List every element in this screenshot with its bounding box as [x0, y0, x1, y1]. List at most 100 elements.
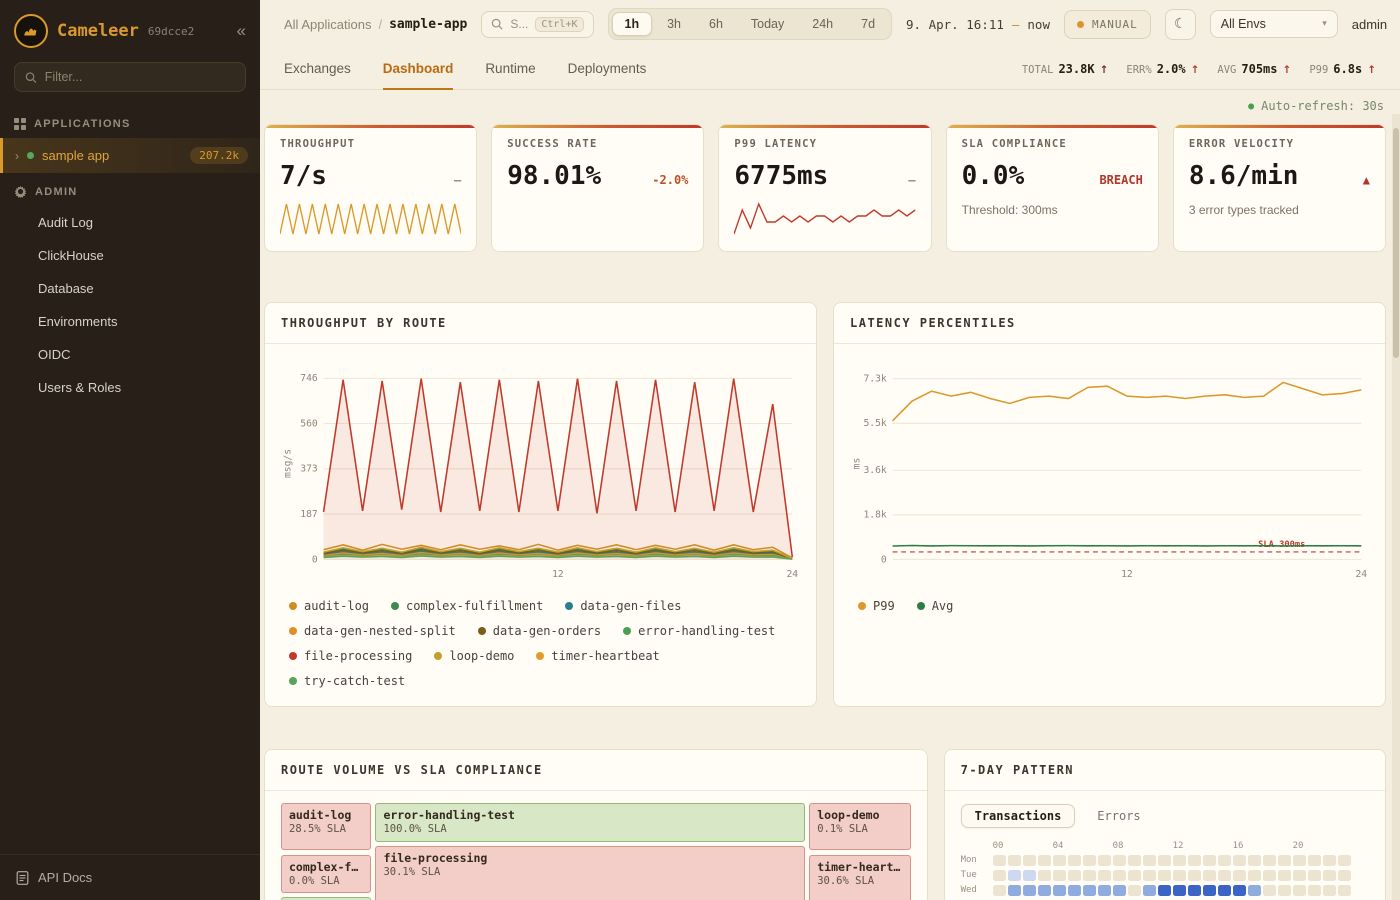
heatmap-cell[interactable] — [1142, 884, 1156, 896]
tab-runtime[interactable]: Runtime — [485, 60, 536, 76]
heatmap-cell[interactable] — [992, 884, 1006, 896]
heatmap-cell[interactable] — [1007, 884, 1021, 896]
legend-item-avg[interactable]: Avg — [916, 599, 953, 613]
treemap-tile-audit-log[interactable]: audit-log 28.5% SLA — [281, 802, 372, 851]
heatmap-cell[interactable] — [1277, 869, 1291, 881]
heatmap-tab-errors[interactable]: Errors — [1097, 808, 1141, 823]
heatmap-cell[interactable] — [1277, 884, 1291, 896]
heatmap-cell[interactable] — [1247, 854, 1261, 866]
heatmap-cell[interactable] — [1037, 884, 1051, 896]
heatmap-cell[interactable] — [1232, 869, 1246, 881]
heatmap-cell[interactable] — [1292, 854, 1306, 866]
sidebar-item-oidc[interactable]: OIDC — [38, 347, 71, 362]
heatmap-cell[interactable] — [992, 854, 1006, 866]
sidebar-collapse-button[interactable]: « — [236, 21, 246, 40]
heatmap-cell[interactable] — [1037, 869, 1051, 881]
breadcrumb-all-applications[interactable]: All Applications — [284, 16, 372, 32]
time-range-7d[interactable]: 7d — [848, 12, 888, 36]
user-menu[interactable]: admin — [1351, 16, 1388, 32]
heatmap-cell[interactable] — [1217, 869, 1231, 881]
heatmap-cell[interactable] — [1307, 884, 1321, 896]
heatmap-cell[interactable] — [1202, 884, 1216, 896]
heatmap-cell[interactable] — [1322, 884, 1336, 896]
heatmap-cell[interactable] — [1112, 869, 1126, 881]
heatmap-cell[interactable] — [1142, 869, 1156, 881]
heatmap-cell[interactable] — [1337, 884, 1351, 896]
heatmap-cell[interactable] — [1337, 869, 1351, 881]
heatmap-cell[interactable] — [1052, 884, 1066, 896]
heatmap-cell[interactable] — [1127, 854, 1141, 866]
legend-item-data-gen-files[interactable]: data-gen-files — [565, 599, 681, 613]
treemap-tile-error-handling-test[interactable]: error-handling-test 100.0% SLA — [375, 802, 805, 843]
heatmap-cell[interactable] — [1007, 854, 1021, 866]
heatmap-cell[interactable] — [1097, 854, 1111, 866]
tab-deployments[interactable]: Deployments — [567, 60, 647, 76]
heatmap-cell[interactable] — [1127, 884, 1141, 896]
heatmap-cell[interactable] — [1232, 854, 1246, 866]
heatmap-cell[interactable] — [1172, 869, 1186, 881]
heatmap-cell[interactable] — [1157, 854, 1171, 866]
heatmap-cell[interactable] — [1037, 854, 1051, 866]
treemap-tile-file-processing[interactable]: file-processing 30.1% SLA — [375, 846, 805, 900]
heatmap-cell[interactable] — [1082, 884, 1096, 896]
sidebar-filter[interactable] — [14, 62, 246, 92]
scrollbar-thumb[interactable] — [1393, 128, 1399, 358]
treemap-tile-timer-heartbeat[interactable]: timer-heartbeat30.6% SLA — [809, 854, 911, 900]
heatmap-cell[interactable] — [1172, 854, 1186, 866]
sidebar-item-users-roles[interactable]: Users & Roles — [38, 380, 122, 395]
heatmap-cell[interactable] — [1232, 884, 1246, 896]
heatmap-cell[interactable] — [1337, 854, 1351, 866]
heatmap-cell[interactable] — [1022, 854, 1036, 866]
treemap-tile-data-gen-files[interactable]: data-gen-files100.0% SLA — [281, 896, 372, 900]
legend-item-p99[interactable]: P99 — [858, 599, 895, 613]
legend-item-audit-log[interactable]: audit-log — [289, 599, 369, 613]
heatmap-cell[interactable] — [1052, 869, 1066, 881]
heatmap-cell[interactable] — [1187, 869, 1201, 881]
heatmap-cell[interactable] — [1082, 854, 1096, 866]
heatmap-cell[interactable] — [1127, 869, 1141, 881]
time-range-today[interactable]: Today — [738, 12, 797, 36]
legend-item-data-gen-nested-split[interactable]: data-gen-nested-split — [289, 624, 456, 638]
heatmap-cell[interactable] — [1082, 869, 1096, 881]
heatmap-cell[interactable] — [1097, 884, 1111, 896]
sidebar-item-audit-log[interactable]: Audit Log — [38, 215, 93, 230]
heatmap-cell[interactable] — [992, 869, 1006, 881]
heatmap-cell[interactable] — [1022, 869, 1036, 881]
vertical-scrollbar[interactable] — [1392, 114, 1400, 900]
api-docs-link[interactable]: API Docs — [0, 854, 260, 900]
heatmap-cell[interactable] — [1307, 869, 1321, 881]
heatmap-cell[interactable] — [1097, 869, 1111, 881]
heatmap-cell[interactable] — [1292, 884, 1306, 896]
heatmap-cell[interactable] — [1292, 869, 1306, 881]
heatmap-cell[interactable] — [1157, 869, 1171, 881]
sidebar-item-database[interactable]: Database — [38, 281, 94, 296]
sidebar-item-environments[interactable]: Environments — [38, 314, 118, 329]
time-range-3h[interactable]: 3h — [654, 12, 694, 36]
environment-selector[interactable]: All Envs ▾ — [1209, 10, 1338, 38]
legend-item-try-catch-test[interactable]: try-catch-test — [289, 674, 405, 688]
heatmap-cell[interactable] — [1247, 869, 1261, 881]
heatmap-cell[interactable] — [1262, 869, 1276, 881]
heatmap-cell[interactable] — [1247, 884, 1261, 896]
legend-item-file-processing[interactable]: file-processing — [289, 649, 412, 663]
heatmap-cell[interactable] — [1172, 884, 1186, 896]
heatmap-cell[interactable] — [1187, 854, 1201, 866]
dark-mode-toggle[interactable]: ☾ — [1164, 8, 1196, 40]
heatmap-cell[interactable] — [1112, 854, 1126, 866]
heatmap-cell[interactable] — [1007, 869, 1021, 881]
sidebar-item-sample-app[interactable]: › sample app 207.2k — [0, 138, 260, 173]
legend-item-error-handling-test[interactable]: error-handling-test — [623, 624, 775, 638]
heatmap-cell[interactable] — [1067, 854, 1081, 866]
heatmap-cell[interactable] — [1202, 854, 1216, 866]
sidebar-item-clickhouse[interactable]: ClickHouse — [38, 248, 104, 263]
manual-refresh-button[interactable]: MANUAL — [1063, 9, 1151, 39]
legend-item-loop-demo[interactable]: loop-demo — [434, 649, 514, 663]
filter-input[interactable] — [44, 70, 235, 84]
heatmap-cell[interactable] — [1277, 854, 1291, 866]
heatmap-cell[interactable] — [1322, 854, 1336, 866]
heatmap-cell[interactable] — [1202, 869, 1216, 881]
heatmap-cell[interactable] — [1142, 854, 1156, 866]
treemap-tile-loop-demo[interactable]: loop-demo 0.1% SLA — [809, 802, 911, 851]
heatmap-cell[interactable] — [1022, 884, 1036, 896]
legend-item-data-gen-orders[interactable]: data-gen-orders — [477, 624, 601, 638]
